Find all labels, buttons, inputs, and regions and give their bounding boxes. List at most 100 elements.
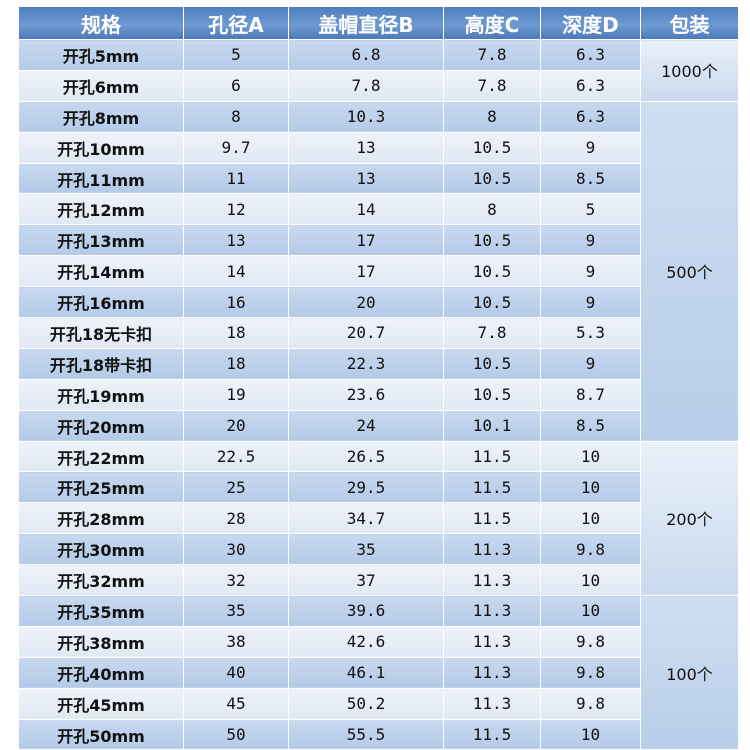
- spec-value: 11.3: [443, 687, 541, 720]
- spec-value: 13: [183, 224, 289, 257]
- spec-label: 开孔8mm: [18, 100, 184, 133]
- spec-value: 10: [540, 471, 641, 504]
- table-body: 开孔5mm 5 6.8 7.8 6.3 1000个 开孔6mm 6 7.8 7.8 6.3 开孔8mm…: [18, 39, 739, 750]
- spec-value: 7.8: [288, 69, 444, 102]
- spec-value: 5: [183, 39, 289, 71]
- spec-value: 13: [288, 131, 444, 164]
- spec-value: 9.8: [540, 533, 641, 566]
- spec-label: 开孔28mm: [18, 502, 184, 535]
- spec-value: 9: [540, 255, 641, 288]
- spec-value: 10: [540, 595, 641, 627]
- packaging-cell: 500个: [640, 100, 739, 442]
- spec-value: 50.2: [288, 687, 444, 720]
- spec-value: 14: [288, 193, 444, 226]
- spec-value: 9.8: [540, 656, 641, 689]
- spec-value: 42.6: [288, 625, 444, 658]
- table-row: 开孔50mm 50 55.5 11.5 10: [18, 718, 739, 750]
- table-row: 开孔22mm 22.5 26.5 11.5 10 200个: [18, 440, 739, 597]
- spec-value: 18: [183, 317, 289, 349]
- spec-label: 开孔18带卡扣: [18, 347, 184, 380]
- spec-value: 10.5: [443, 286, 541, 319]
- spec-value: 10.5: [443, 347, 541, 380]
- spec-value: 6.3: [540, 39, 641, 71]
- spec-value: 24: [288, 409, 444, 442]
- packaging-cell: 200个: [640, 440, 739, 597]
- spec-value: 17: [288, 255, 444, 288]
- spec-value: 10.5: [443, 131, 541, 164]
- spec-value: 6: [183, 69, 289, 102]
- spec-label: 开孔50mm: [18, 718, 184, 750]
- spec-value: 38: [183, 625, 289, 658]
- spec-value: 20: [183, 409, 289, 442]
- spec-value: 11.5: [443, 718, 541, 750]
- table-row: 开孔32mm 32 37 11.3 10: [18, 564, 739, 597]
- table-row: 开孔38mm 38 42.6 11.3 9.8: [18, 625, 739, 658]
- spec-value: 28: [183, 502, 289, 535]
- spec-value: 8: [183, 100, 289, 133]
- spec-value: 45: [183, 687, 289, 720]
- spec-value: 9.8: [540, 687, 641, 720]
- table-row: 开孔28mm 28 34.7 11.5 10: [18, 502, 739, 535]
- table-row: 开孔19mm 19 23.6 10.5 8.7: [18, 378, 739, 411]
- spec-value: 37: [288, 564, 444, 597]
- spec-value: 9: [540, 131, 641, 164]
- spec-value: 6.3: [540, 100, 641, 133]
- spec-value: 8: [443, 100, 541, 133]
- table-row: 开孔12mm 12 14 8 5: [18, 193, 739, 226]
- spec-value: 5: [540, 193, 641, 226]
- spec-value: 18: [183, 347, 289, 380]
- spec-label: 开孔13mm: [18, 224, 184, 257]
- table-row: 开孔45mm 45 50.2 11.3 9.8: [18, 687, 739, 720]
- spec-label: 开孔18无卡扣: [18, 317, 184, 349]
- spec-label: 开孔6mm: [18, 69, 184, 102]
- spec-value: 10.5: [443, 224, 541, 257]
- table-row: 开孔16mm 16 20 10.5 9: [18, 286, 739, 319]
- spec-value: 22.5: [183, 440, 289, 473]
- spec-label: 开孔14mm: [18, 255, 184, 288]
- spec-value: 6.8: [288, 39, 444, 71]
- spec-value: 17: [288, 224, 444, 257]
- spec-value: 16: [183, 286, 289, 319]
- spec-label: 开孔40mm: [18, 656, 184, 689]
- spec-value: 35: [288, 533, 444, 566]
- spec-value: 10.1: [443, 409, 541, 442]
- spec-value: 11.5: [443, 502, 541, 535]
- spec-value: 8.5: [540, 162, 641, 195]
- spec-value: 10.5: [443, 378, 541, 411]
- spec-value: 29.5: [288, 471, 444, 504]
- spec-label: 开孔38mm: [18, 625, 184, 658]
- spec-label: 开孔20mm: [18, 409, 184, 442]
- spec-value: 11.3: [443, 625, 541, 658]
- spec-value: 10.5: [443, 162, 541, 195]
- spec-value: 8.7: [540, 378, 641, 411]
- spec-table-wrap: 规格 孔径A 盖帽直径B 高度C 深度D 包装 开孔5mm 5 6.8 7.8 6.3 1000个开…: [18, 6, 739, 750]
- spec-value: 5.3: [540, 317, 641, 349]
- table-row: 开孔11mm 11 13 10.5 8.5: [18, 162, 739, 195]
- spec-value: 20: [288, 286, 444, 319]
- spec-value: 35: [183, 595, 289, 627]
- spec-value: 9: [540, 286, 641, 319]
- table-row: 开孔8mm 8 10.3 8 6.3 500个: [18, 100, 739, 442]
- table-row: 开孔10mm 9.7 13 10.5 9: [18, 131, 739, 164]
- spec-value: 9: [540, 347, 641, 380]
- spec-value: 8: [443, 193, 541, 226]
- spec-value: 22.3: [288, 347, 444, 380]
- spec-value: 9.7: [183, 131, 289, 164]
- table-row: 开孔6mm 6 7.8 7.8 6.3: [18, 69, 739, 102]
- spec-label: 开孔5mm: [18, 39, 184, 71]
- table-row: 开孔35mm 35 39.6 11.3 10 100个: [18, 595, 739, 750]
- spec-label: 开孔10mm: [18, 131, 184, 164]
- spec-value: 14: [183, 255, 289, 288]
- spec-value: 10: [540, 440, 641, 473]
- spec-value: 11.3: [443, 564, 541, 597]
- spec-label: 开孔45mm: [18, 687, 184, 720]
- header-cell: 包装: [640, 6, 739, 40]
- header-cell: 盖帽直径B: [288, 6, 444, 40]
- spec-label: 开孔16mm: [18, 286, 184, 319]
- spec-value: 8.5: [540, 409, 641, 442]
- spec-value: 30: [183, 533, 289, 566]
- spec-value: 40: [183, 656, 289, 689]
- spec-value: 11.5: [443, 471, 541, 504]
- spec-value: 55.5: [288, 718, 444, 750]
